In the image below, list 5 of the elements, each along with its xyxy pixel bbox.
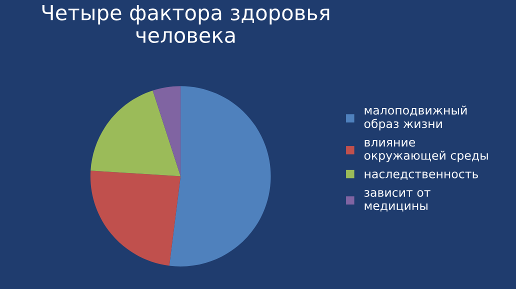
legend-label: малоподвижный образ жизни	[364, 106, 467, 130]
legend-label: зависит от медицины	[364, 190, 430, 212]
chart-title: Четыре фактора здоровья человека	[42, 4, 330, 43]
legend-label: наследственность	[364, 172, 478, 180]
legend-label: влияние окружающей среды	[364, 140, 488, 162]
